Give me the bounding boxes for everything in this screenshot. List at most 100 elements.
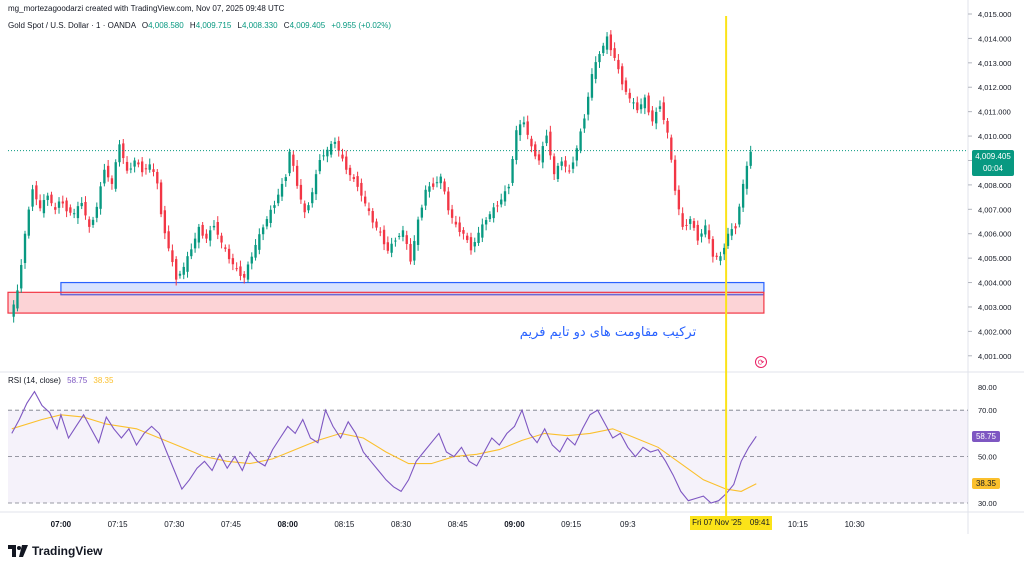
legend-low: 4,008.330 — [242, 21, 278, 30]
candle-body — [35, 185, 38, 200]
candle-body — [106, 165, 110, 178]
candle-body — [439, 176, 442, 184]
candle-body — [258, 234, 261, 250]
candle-body — [42, 200, 46, 214]
candle-body — [190, 249, 193, 257]
candle-body — [273, 205, 276, 208]
price-tick-label: 4,002.000 — [978, 327, 1011, 336]
candle-body — [673, 159, 677, 191]
candle-body — [163, 210, 167, 234]
candle-body — [624, 80, 628, 92]
candle-body — [590, 74, 594, 98]
annotation-text[interactable]: ترکیب مقاومت های دو تایم فریم — [520, 325, 697, 340]
candle-body — [224, 247, 227, 249]
candle-body — [65, 200, 68, 212]
crosshair-time: 09:41 — [749, 518, 770, 527]
price-tick-label: 4,013.000 — [978, 59, 1011, 68]
candle-body — [88, 219, 91, 227]
candle-body — [38, 200, 42, 209]
candle-body — [212, 225, 216, 228]
candle-body — [171, 250, 174, 263]
candle-body — [613, 48, 616, 58]
candle-body — [57, 201, 61, 208]
price-tick-label: 4,001.000 — [978, 352, 1011, 361]
candle-body — [167, 231, 170, 249]
candle-body — [617, 59, 620, 70]
candle-body — [360, 182, 363, 196]
candle-body — [178, 273, 182, 276]
candle-body — [677, 189, 681, 210]
alert-clock-icon[interactable]: ⟳ — [755, 356, 767, 368]
candle-body — [329, 143, 333, 155]
candle-body — [133, 160, 136, 167]
candle-body — [76, 206, 80, 219]
legend-low-label: L — [238, 21, 243, 30]
candle-body — [265, 219, 269, 227]
candle-body — [72, 213, 76, 215]
candle-body — [118, 144, 121, 163]
resistance-zone-blue — [60, 281, 765, 296]
rsi-value: 58.75 — [67, 376, 88, 385]
candle-body — [666, 120, 669, 133]
candle-body — [382, 229, 386, 245]
candle-body — [416, 219, 420, 245]
time-tick-label: 07:00 — [51, 520, 72, 529]
candle-body — [734, 226, 737, 229]
candle-body — [749, 151, 752, 166]
candle-body — [46, 195, 49, 201]
candle-body — [621, 66, 624, 85]
symbol-legend[interactable]: Gold Spot / U.S. Dollar · 1 · OANDA O4,0… — [8, 21, 391, 30]
candle-body — [205, 233, 208, 239]
time-tick-label: 10:15 — [788, 520, 809, 529]
time-tick-label: 07:30 — [164, 520, 185, 529]
candle-body — [726, 233, 730, 246]
time-tick-label: 07:45 — [221, 520, 242, 529]
candle-body — [632, 102, 635, 104]
candle-body — [715, 255, 718, 257]
legend-close: 4,009.405 — [290, 21, 326, 30]
candle-body — [371, 211, 374, 223]
legend-high-label: H — [190, 21, 196, 30]
candle-body — [723, 247, 726, 255]
tradingview-logo[interactable]: TradingView — [8, 544, 102, 558]
candle-body — [239, 266, 242, 276]
candle-body — [575, 148, 578, 161]
time-tick-label: 08:45 — [448, 520, 469, 529]
candle-body — [129, 168, 133, 170]
candle-body — [579, 131, 582, 151]
candle-body — [556, 165, 560, 180]
tradingview-logo-icon — [8, 545, 28, 557]
candle-body — [738, 206, 741, 225]
candle-body — [303, 203, 306, 213]
candle-body — [462, 230, 465, 234]
candle-body — [220, 235, 223, 243]
rsi-layer — [8, 390, 968, 504]
candle-body — [518, 124, 522, 136]
price-tick-label: 4,012.000 — [978, 83, 1011, 92]
candle-body — [356, 176, 359, 187]
candle-body — [594, 62, 597, 79]
candle-body — [326, 149, 329, 157]
candle-body — [144, 168, 148, 170]
candle-body — [227, 248, 231, 260]
candle-body — [586, 96, 590, 115]
legend-symbol: Gold Spot / U.S. Dollar · 1 · OANDA — [8, 21, 137, 30]
candle-body — [605, 36, 609, 50]
candle-body — [420, 207, 424, 218]
candle-body — [110, 178, 114, 184]
candle-body — [394, 240, 397, 242]
candle-body — [488, 214, 492, 220]
legend-high: 4,009.715 — [196, 21, 232, 30]
candle-body — [492, 207, 495, 219]
candle-body — [375, 221, 378, 228]
candle-body — [352, 177, 355, 180]
candle-body — [80, 202, 83, 207]
price-tick-label: 4,007.000 — [978, 205, 1011, 214]
rsi-legend[interactable]: RSI (14, close) 58.75 38.35 — [8, 376, 114, 385]
candle-body — [651, 110, 654, 122]
candle-body — [685, 224, 688, 226]
candle-body — [295, 165, 299, 186]
crosshair-date: Fri 07 Nov '25 — [692, 518, 742, 527]
candle-body — [50, 194, 53, 204]
